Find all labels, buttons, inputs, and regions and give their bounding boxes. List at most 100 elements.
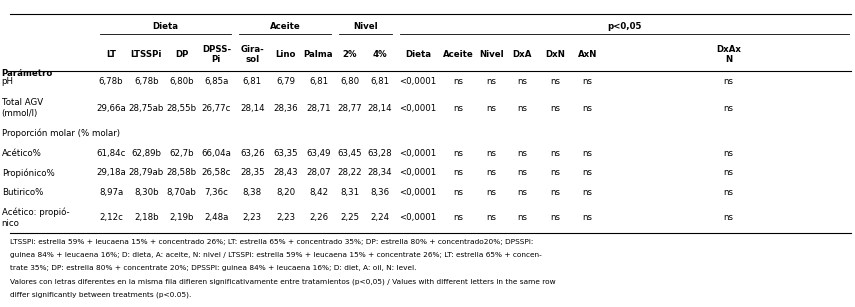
Text: Dieta: Dieta (152, 22, 179, 31)
Text: 2,48a: 2,48a (204, 213, 228, 222)
Text: ns: ns (486, 169, 497, 177)
Text: ns: ns (550, 188, 560, 197)
Text: DPSS-
Pi: DPSS- Pi (202, 45, 231, 64)
Text: Proporción molar (% molar): Proporción molar (% molar) (2, 129, 120, 138)
Text: 28,71: 28,71 (306, 104, 331, 113)
Text: Acético%: Acético% (2, 149, 42, 158)
Text: ns: ns (550, 149, 560, 158)
Text: 28,75ab: 28,75ab (128, 104, 164, 113)
Text: 63,35: 63,35 (274, 149, 298, 158)
Text: p<0,05: p<0,05 (607, 22, 642, 31)
Text: 28,14: 28,14 (240, 104, 264, 113)
Text: 28,79ab: 28,79ab (128, 169, 164, 177)
Text: <0,0001: <0,0001 (399, 104, 437, 113)
Text: ns: ns (723, 188, 734, 197)
Text: 26,77c: 26,77c (202, 104, 231, 113)
Text: Lino: Lino (275, 50, 296, 59)
Text: 2,23: 2,23 (243, 213, 262, 222)
Text: ns: ns (550, 213, 560, 222)
Text: ns: ns (582, 188, 593, 197)
Text: 2,25: 2,25 (340, 213, 359, 222)
Text: 6,81: 6,81 (370, 77, 390, 86)
Text: DP: DP (175, 50, 188, 59)
Text: 7,36c: 7,36c (204, 188, 228, 197)
Text: Aceite: Aceite (270, 22, 300, 31)
Text: ns: ns (454, 169, 463, 177)
Text: trate 35%; DP: estrella 80% + concentrate 20%; DPSSPi: guinea 84% + leucaena 16%: trate 35%; DP: estrella 80% + concentrat… (10, 265, 416, 271)
Text: 28,22: 28,22 (338, 169, 362, 177)
Text: 2,12c: 2,12c (99, 213, 123, 222)
Text: <0,0001: <0,0001 (399, 169, 437, 177)
Text: 28,07: 28,07 (306, 169, 331, 177)
Text: 8,31: 8,31 (340, 188, 359, 197)
Text: ns: ns (486, 149, 497, 158)
Text: 6,80: 6,80 (340, 77, 359, 86)
Text: LTSSPi: estrella 59% + leucaena 15% + concentrado 26%; LT: estrella 65% + concen: LTSSPi: estrella 59% + leucaena 15% + co… (10, 239, 534, 245)
Text: ns: ns (517, 188, 528, 197)
Text: 28,35: 28,35 (240, 169, 264, 177)
Text: Propiónico%: Propiónico% (2, 168, 55, 178)
Text: ns: ns (517, 169, 528, 177)
Text: ns: ns (723, 77, 734, 86)
Text: Aceite: Aceite (444, 50, 474, 59)
Text: ns: ns (550, 104, 560, 113)
Text: guinea 84% + leucaena 16%; D: dieta, A: aceite, N: nivel / LTSSPi: estrella 59% : guinea 84% + leucaena 16%; D: dieta, A: … (10, 252, 542, 258)
Text: AxN: AxN (578, 50, 597, 59)
Text: <0,0001: <0,0001 (399, 213, 437, 222)
Text: ns: ns (582, 169, 593, 177)
Text: Palma: Palma (304, 50, 333, 59)
Text: 2,24: 2,24 (370, 213, 390, 222)
Text: 8,42: 8,42 (309, 188, 328, 197)
Text: ns: ns (517, 149, 528, 158)
Text: 28,34: 28,34 (368, 169, 392, 177)
Text: 62,7b: 62,7b (169, 149, 194, 158)
Text: 63,28: 63,28 (368, 149, 392, 158)
Text: ns: ns (454, 188, 463, 197)
Text: <0,0001: <0,0001 (399, 149, 437, 158)
Text: 6,79: 6,79 (276, 77, 295, 86)
Text: 28,58b: 28,58b (167, 169, 197, 177)
Text: 6,80b: 6,80b (169, 77, 194, 86)
Text: Nivel: Nivel (353, 22, 378, 31)
Text: 61,84c: 61,84c (97, 149, 126, 158)
Text: ns: ns (582, 149, 593, 158)
Text: 6,78b: 6,78b (99, 77, 123, 86)
Text: 28,43: 28,43 (274, 169, 298, 177)
Text: ns: ns (454, 149, 463, 158)
Text: DxA: DxA (513, 50, 532, 59)
Text: ns: ns (550, 169, 560, 177)
Text: 8,97a: 8,97a (99, 188, 123, 197)
Text: Parámetro: Parámetro (2, 69, 53, 78)
Text: ns: ns (723, 104, 734, 113)
Text: 28,77: 28,77 (338, 104, 362, 113)
Text: Gira-
sol: Gira- sol (240, 45, 264, 64)
Text: 29,18a: 29,18a (97, 169, 126, 177)
Text: Nivel: Nivel (480, 50, 504, 59)
Text: ns: ns (550, 77, 560, 86)
Text: 6,81: 6,81 (243, 77, 262, 86)
Text: 62,89b: 62,89b (131, 149, 162, 158)
Text: 8,30b: 8,30b (134, 188, 158, 197)
Text: LT: LT (106, 50, 116, 59)
Text: 63,49: 63,49 (306, 149, 331, 158)
Text: ns: ns (454, 104, 463, 113)
Text: ns: ns (486, 77, 497, 86)
Text: Butirico%: Butirico% (2, 188, 43, 197)
Text: ns: ns (723, 169, 734, 177)
Text: ns: ns (582, 104, 593, 113)
Text: 6,81: 6,81 (309, 77, 328, 86)
Text: 2,26: 2,26 (309, 213, 328, 222)
Text: ns: ns (486, 188, 497, 197)
Text: ns: ns (517, 213, 528, 222)
Text: ns: ns (517, 77, 528, 86)
Text: 63,45: 63,45 (338, 149, 362, 158)
Text: <0,0001: <0,0001 (399, 188, 437, 197)
Text: ns: ns (454, 213, 463, 222)
Text: 28,55b: 28,55b (167, 104, 197, 113)
Text: Total AGV
(mmol/l): Total AGV (mmol/l) (2, 99, 43, 118)
Text: DxN: DxN (545, 50, 565, 59)
Text: 2%: 2% (343, 50, 357, 59)
Text: 2,19b: 2,19b (169, 213, 194, 222)
Text: ns: ns (582, 213, 593, 222)
Text: ns: ns (486, 213, 497, 222)
